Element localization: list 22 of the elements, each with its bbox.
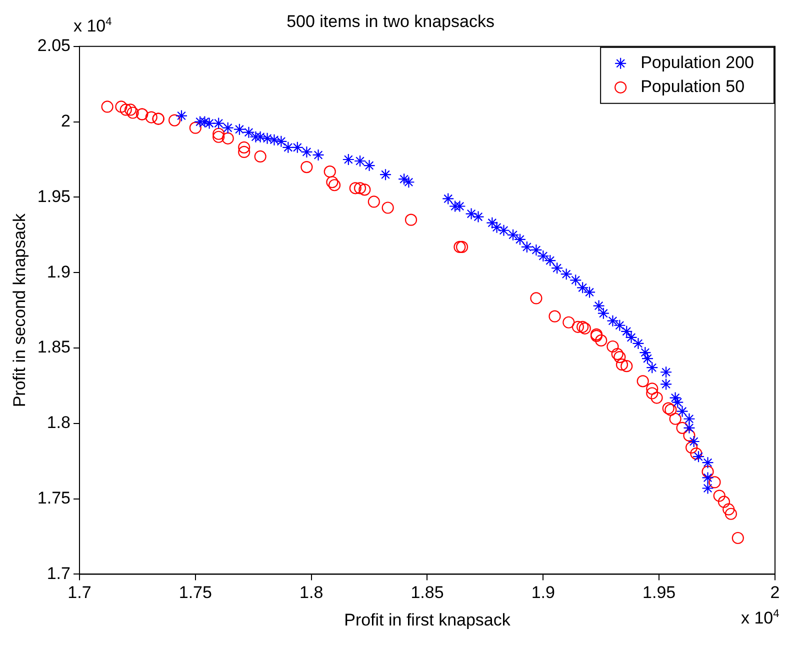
x-axis-title: Profit in first knapsack — [344, 610, 511, 630]
y-tick-label: 1.7 — [46, 564, 70, 583]
text: x 10$^{4}$ — [741, 608, 780, 629]
x-tick-label: 1.75 — [178, 583, 212, 602]
legend-label: Population 200 — [640, 53, 754, 72]
x-tick-label: 1.85 — [410, 583, 444, 602]
y-tick-label: 1.9 — [46, 262, 70, 282]
y-tick-label: 1.95 — [37, 186, 70, 206]
y-tick-label: 1.85 — [37, 338, 70, 357]
y-axis-title: Profit in second knapsack — [10, 212, 29, 408]
y-tick-label: 2.05 — [37, 36, 70, 56]
legend-label: Population 50 — [640, 77, 745, 96]
y-tick-label: 2 — [61, 111, 70, 130]
y-tick-label: 1.75 — [37, 488, 70, 508]
x-tick-label: 1.8 — [300, 583, 324, 602]
x-tick-label: 1.9 — [531, 583, 555, 602]
text: x 10$^{4}$ — [73, 16, 112, 38]
x-tick-label: 1.7 — [68, 583, 92, 602]
x-tick-label: 1.95 — [642, 583, 676, 602]
y-tick-label: 1.8 — [46, 413, 70, 432]
chart-title: 500 items in two knapsacks — [286, 12, 494, 31]
x-tick-label: 2 — [770, 583, 780, 602]
